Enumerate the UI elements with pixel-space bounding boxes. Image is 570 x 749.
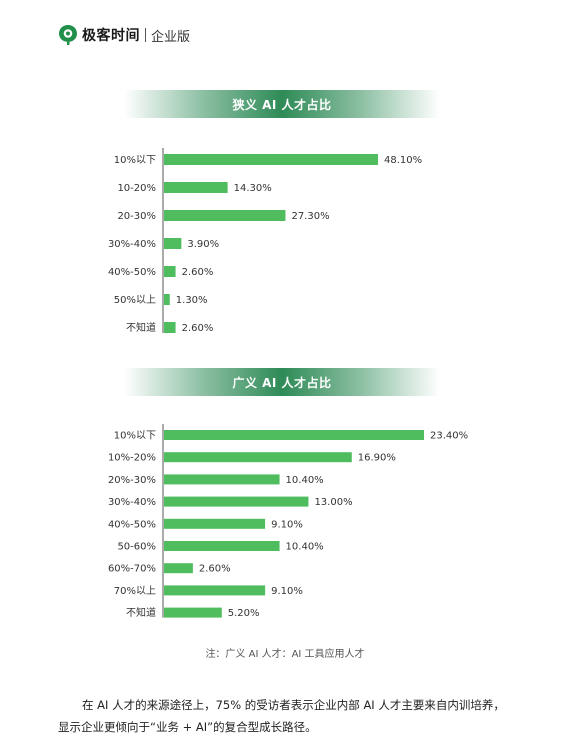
bar	[164, 154, 378, 165]
category-label: 不知道	[126, 321, 156, 334]
bar	[164, 322, 176, 333]
category-label: 20-30%	[117, 211, 156, 222]
value-label: 9.10%	[271, 519, 303, 530]
category-label: 10%以下	[114, 155, 156, 166]
category-label: 60%-70%	[108, 564, 156, 575]
brand-name: 极客时间	[82, 28, 140, 44]
bar	[164, 238, 182, 249]
value-label: 48.10%	[384, 155, 422, 166]
bar	[164, 182, 228, 193]
chart-note: 注：广义 AI 人才：AI 工具应用人才	[205, 649, 365, 660]
category-label: 70%以上	[114, 585, 156, 597]
value-label: 2.60%	[182, 323, 214, 334]
value-label: 2.60%	[199, 564, 231, 575]
value-label: 1.30%	[176, 295, 208, 306]
geek-time-logo-icon	[59, 25, 77, 45]
brand-divider	[145, 28, 146, 42]
bar	[164, 266, 176, 277]
bar	[164, 607, 222, 618]
category-label: 20%-30%	[108, 475, 156, 486]
chart-1-title-banner: 狭义 AI 人才占比	[124, 90, 440, 118]
value-label: 23.40%	[430, 431, 468, 442]
value-label: 5.20%	[228, 608, 260, 619]
value-label: 3.90%	[187, 239, 219, 250]
category-label: 40%-50%	[108, 519, 156, 530]
category-label: 10%以下	[114, 431, 156, 442]
brand-edition: 企业版	[151, 29, 191, 45]
category-label: 不知道	[126, 606, 156, 619]
chart-1-title: 狭义 AI 人才占比	[232, 97, 332, 112]
brand-header: 极客时间 企业版	[58, 22, 190, 48]
body-paragraph: 在 AI 人才的来源途径上，75% 的受访者表示企业内部 AI 人才主要来自内训…	[58, 694, 518, 738]
bar	[164, 518, 266, 529]
chart-2-title-banner: 广义 AI 人才占比	[124, 368, 440, 396]
value-label: 14.30%	[234, 183, 272, 194]
body-line-2: 显示企业更倾向于“业务 + AI”的复合型成长路径。	[58, 720, 317, 734]
chart-2-title: 广义 AI 人才占比	[232, 375, 332, 390]
bar	[164, 210, 286, 221]
category-label: 50-60%	[117, 542, 156, 553]
category-label: 10%-20%	[108, 453, 156, 464]
value-label: 16.90%	[358, 453, 396, 464]
broad-ai-talent-chart: 10%以下 23.40% 10%-20% 16.90% 20%-30% 10.40% 30%…	[108, 424, 468, 619]
bar	[164, 452, 352, 463]
value-label: 10.40%	[286, 542, 324, 553]
bar	[164, 541, 280, 551]
category-label: 50%以上	[114, 294, 156, 306]
category-label: 10-20%	[117, 183, 156, 194]
value-label: 2.60%	[182, 267, 214, 278]
bar	[164, 496, 309, 507]
narrow-ai-talent-chart: 10%以下 48.10% 10-20% 14.30% 20-30% 27.30% 30%-4…	[108, 148, 422, 334]
value-label: 10.40%	[286, 475, 324, 486]
value-label: 27.30%	[291, 211, 329, 222]
body-line-1: 在 AI 人才的来源途径上，75% 的受访者表示企业内部 AI 人才主要来自内训…	[82, 698, 505, 712]
category-label: 40%-50%	[108, 267, 156, 278]
bar	[164, 585, 266, 596]
bar	[164, 430, 424, 440]
value-label: 9.10%	[271, 586, 303, 597]
bar	[164, 563, 193, 574]
category-label: 30%-40%	[108, 497, 156, 508]
category-label: 30%-40%	[108, 239, 156, 250]
value-label: 13.00%	[314, 497, 352, 508]
bar	[164, 474, 280, 485]
bar	[164, 294, 170, 305]
